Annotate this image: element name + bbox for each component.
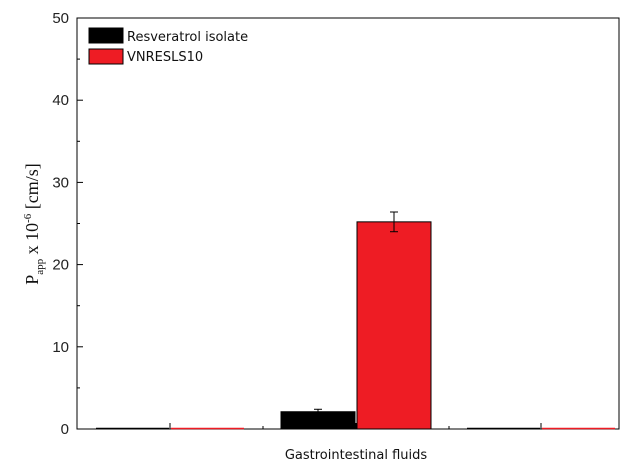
bars — [280, 211, 432, 430]
legend-swatch-vnresls10 — [88, 48, 124, 65]
y-axis-ticks: 0 10 20 30 40 50 — [52, 10, 83, 438]
x-axis-ticks — [169, 423, 542, 429]
legend-swatch-resveratrol — [88, 27, 124, 44]
y-tick-label: 10 — [52, 339, 69, 356]
legend: Resveratrol isolate VNRESLS10 — [88, 27, 248, 65]
plot-frame — [76, 17, 620, 430]
y-tick-label: 20 — [52, 257, 69, 274]
bar-vnresls10 — [356, 221, 432, 430]
y-tick-label: 50 — [52, 10, 69, 27]
x-axis-label: Gastrointestinal fluids — [285, 448, 428, 463]
y-axis-label: Papp x 10-6 [cm/s] — [22, 163, 46, 285]
legend-label-vnresls10: VNRESLS10 — [127, 50, 203, 65]
y-tick-label: 30 — [52, 174, 69, 191]
legend-label-resveratrol: Resveratrol isolate — [127, 30, 248, 45]
y-tick-label: 40 — [52, 92, 69, 109]
y-tick-label: 0 — [61, 421, 69, 438]
